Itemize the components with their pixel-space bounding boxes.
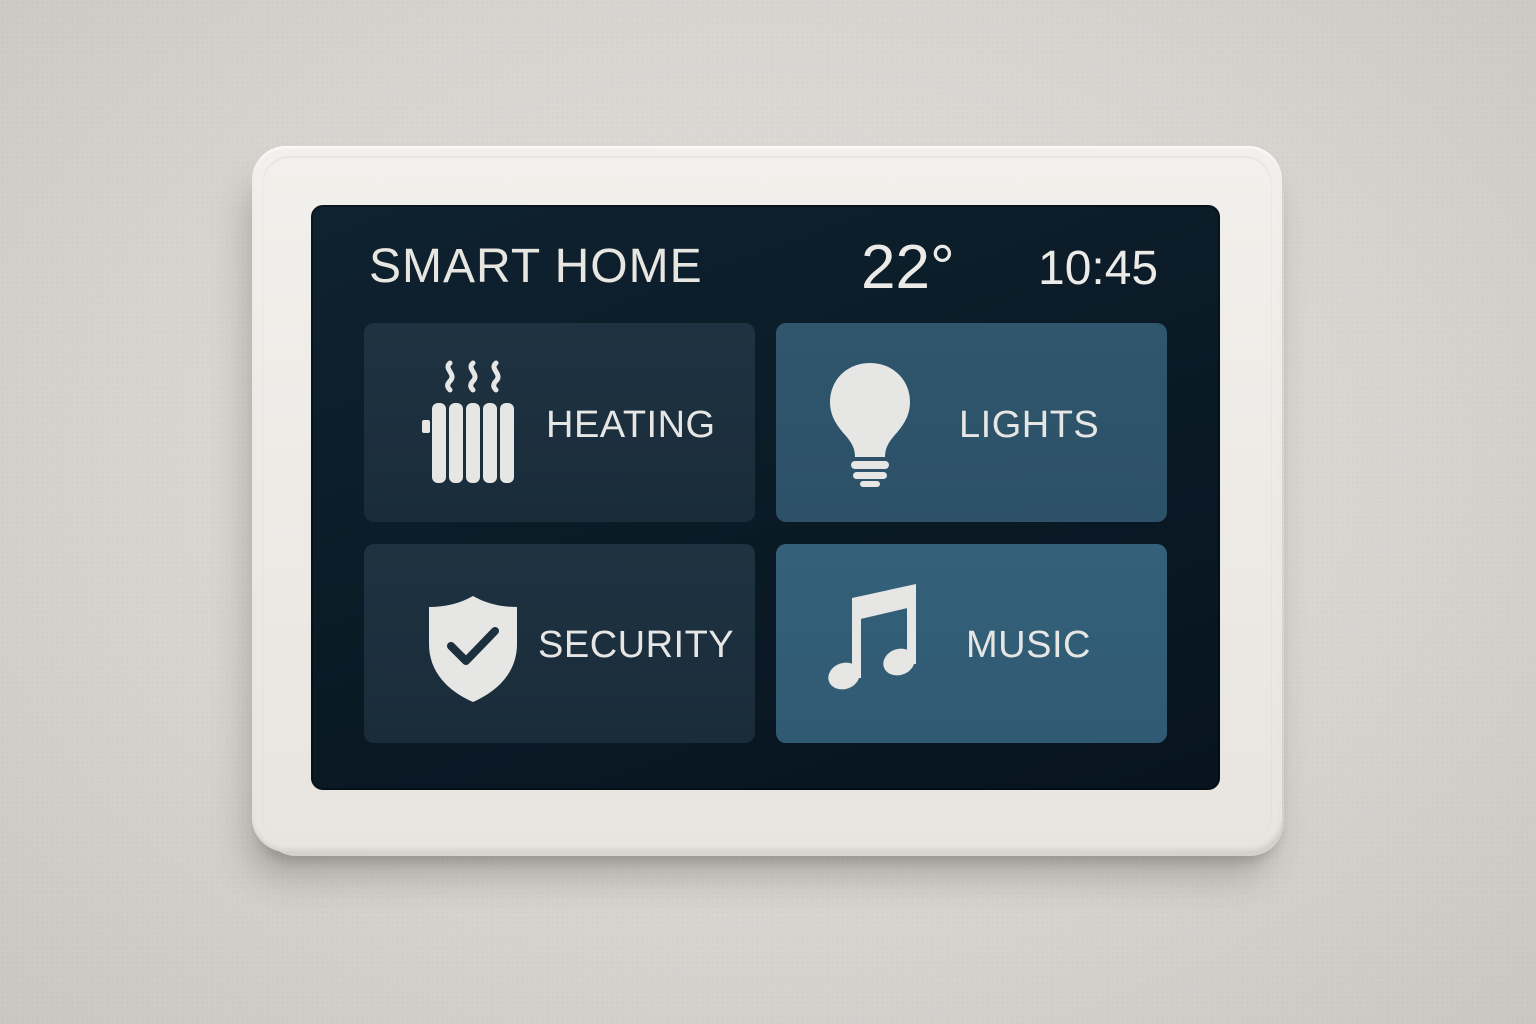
shield-check-icon xyxy=(429,596,517,702)
lights-label: LIGHTS xyxy=(959,404,1100,446)
music-label: MUSIC xyxy=(966,624,1091,666)
temperature-readout: 22° xyxy=(861,233,955,302)
touch-screen: SMART HOME 22° 10:45 HEATI xyxy=(311,205,1220,790)
radiator-icon xyxy=(422,360,514,483)
app-title: SMART HOME xyxy=(369,240,703,293)
heating-tile-button[interactable]: HEATING xyxy=(364,323,755,522)
music-note-icon xyxy=(828,584,916,690)
security-label: SECURITY xyxy=(538,624,735,666)
smart-home-panel: SMART HOME 22° 10:45 HEATI xyxy=(252,146,1282,852)
security-tile-button[interactable]: SECURITY xyxy=(364,544,755,743)
music-tile-button[interactable]: MUSIC xyxy=(776,544,1167,743)
clock-readout: 10:45 xyxy=(1038,242,1159,295)
heating-label: HEATING xyxy=(546,404,716,446)
lights-tile-button[interactable]: LIGHTS xyxy=(776,323,1167,522)
lightbulb-icon xyxy=(830,363,910,487)
